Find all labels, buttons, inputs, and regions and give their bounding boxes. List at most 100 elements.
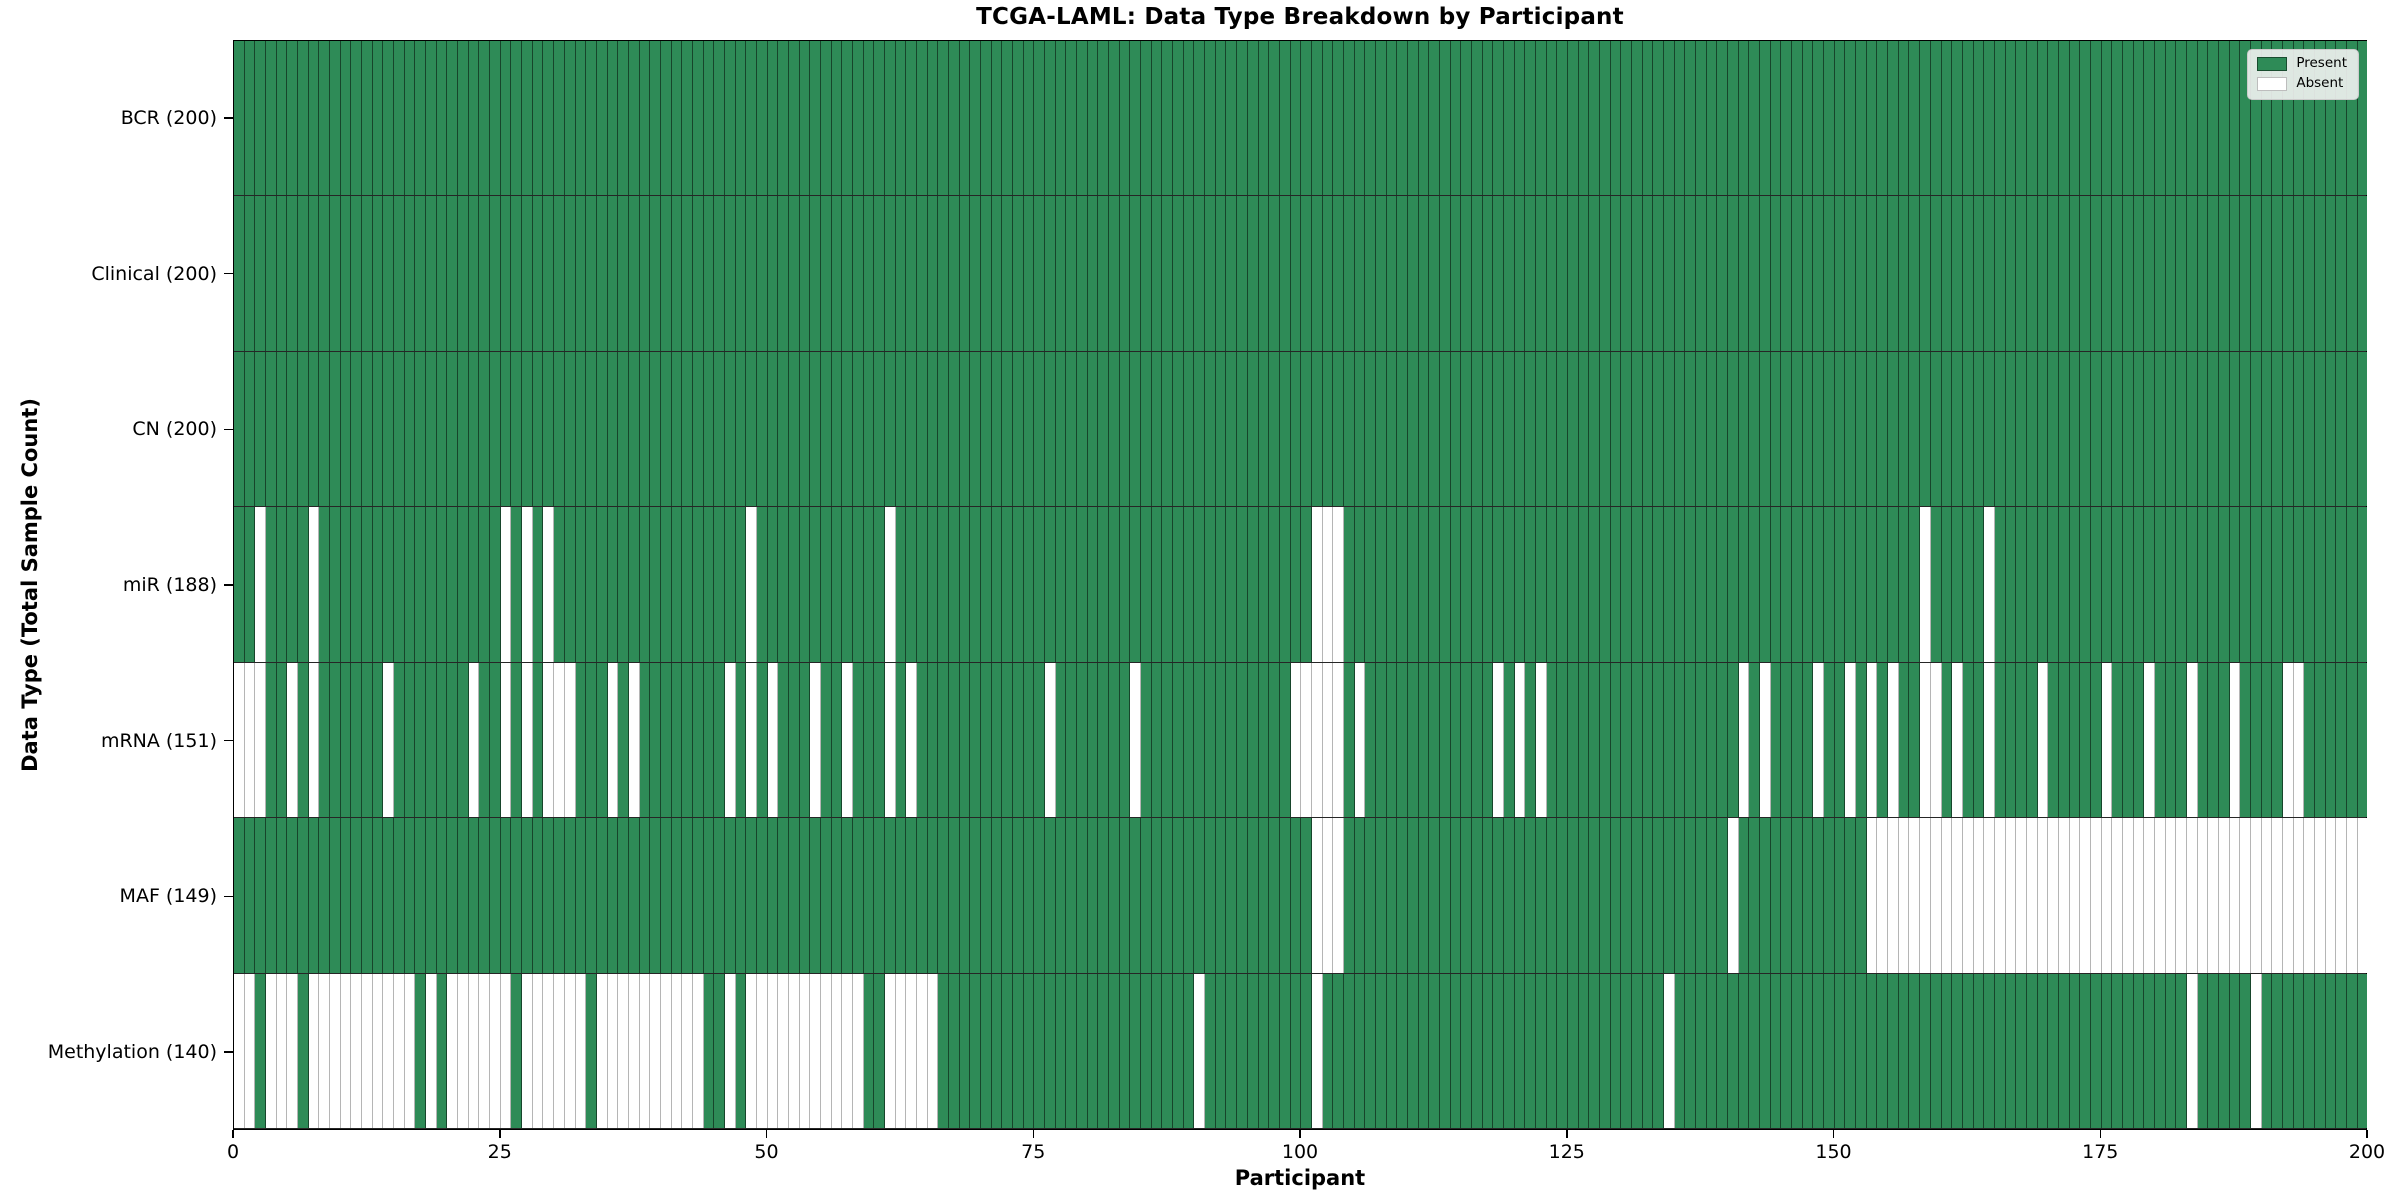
heatmap-cell <box>2347 196 2358 351</box>
heatmap-cell <box>1023 41 1035 196</box>
heatmap-cell <box>1994 351 2006 507</box>
heatmap-cell <box>1045 507 1056 662</box>
heatmap-cell <box>2347 818 2358 973</box>
heatmap-cell <box>2357 351 2368 507</box>
heatmap-cell <box>788 41 800 196</box>
heatmap-cell <box>660 196 672 351</box>
heatmap-cell <box>1503 818 1515 973</box>
heatmap-cell <box>2154 662 2166 818</box>
heatmap-cell <box>1802 507 1814 662</box>
heatmap-cell <box>1194 196 1206 351</box>
heatmap-cell <box>1642 818 1654 973</box>
heatmap-cell <box>1845 41 1857 196</box>
heatmap-cell <box>874 351 885 507</box>
heatmap-cell <box>756 41 768 196</box>
heatmap-cell <box>788 351 800 507</box>
heatmap-cell <box>810 351 821 507</box>
heatmap-cell <box>682 351 693 507</box>
heatmap-cell <box>1418 351 1430 507</box>
heatmap-cell <box>1738 507 1750 662</box>
y-tick-label-CN: CN (200) <box>132 418 217 441</box>
heatmap-cell <box>2026 507 2038 662</box>
heatmap-cell <box>1749 818 1761 973</box>
heatmap-cell <box>1194 818 1206 973</box>
heatmap-cell <box>1749 662 1761 818</box>
heatmap-cell <box>308 507 320 662</box>
heatmap-cell <box>1258 196 1270 351</box>
heatmap-cell <box>2218 662 2230 818</box>
heatmap-cell <box>2293 351 2305 507</box>
heatmap-cell <box>1045 662 1056 818</box>
heatmap-cell <box>1674 196 1686 351</box>
heatmap-cell <box>938 41 950 196</box>
heatmap-cell <box>1077 973 1088 1128</box>
heatmap-cell <box>2112 507 2123 662</box>
heatmap-cell <box>1162 196 1174 351</box>
heatmap-cell <box>1503 507 1515 662</box>
heatmap-cell <box>1215 351 1227 507</box>
heatmap-cell <box>1664 662 1675 818</box>
heatmap-cell <box>2250 196 2262 351</box>
heatmap-cell <box>1173 196 1184 351</box>
heatmap-cell <box>810 973 821 1128</box>
heatmap-cell <box>2037 351 2049 507</box>
heatmap-cell <box>1760 973 1771 1128</box>
heatmap-cell <box>2240 973 2251 1128</box>
heatmap-cell <box>991 196 1003 351</box>
heatmap-cell <box>404 662 416 818</box>
heatmap-cell <box>767 973 779 1128</box>
heatmap-cell <box>1471 196 1483 351</box>
heatmap-cell <box>852 973 864 1128</box>
heatmap-cell <box>1365 973 1376 1128</box>
heatmap-cell <box>1717 818 1729 973</box>
heatmap-cell <box>340 196 352 351</box>
heatmap-cell <box>2336 973 2348 1128</box>
heatmap-cell <box>500 196 512 351</box>
heatmap-cell <box>1834 41 1846 196</box>
heatmap-cell <box>917 973 928 1128</box>
heatmap-cell <box>1002 41 1014 196</box>
heatmap-cell <box>2261 196 2273 351</box>
heatmap-cell <box>1493 973 1504 1128</box>
heatmap-cell <box>820 507 832 662</box>
heatmap-cell <box>522 351 533 507</box>
heatmap-cell <box>1781 507 1793 662</box>
heatmap-cell <box>895 351 907 507</box>
heatmap-cell <box>2229 973 2241 1128</box>
heatmap-cell <box>1909 196 1921 351</box>
heatmap-cell <box>1023 507 1035 662</box>
heatmap-cell <box>1386 818 1398 973</box>
heatmap-cell <box>1973 818 1985 973</box>
heatmap-cell <box>1237 662 1248 818</box>
heatmap-cell <box>244 41 256 196</box>
heatmap-cell <box>650 973 661 1128</box>
heatmap-cell <box>1760 818 1771 973</box>
heatmap-cell <box>372 196 384 351</box>
heatmap-cell <box>735 973 747 1128</box>
heatmap-cell <box>2336 351 2348 507</box>
heatmap-cell <box>1301 662 1312 818</box>
heatmap-cell <box>1045 818 1056 973</box>
heatmap-cell <box>586 507 597 662</box>
heatmap-cell <box>394 351 405 507</box>
heatmap-cell <box>1898 973 1910 1128</box>
heatmap-cell <box>1845 818 1857 973</box>
heatmap-cell <box>714 818 725 973</box>
heatmap-cell <box>1984 973 1995 1128</box>
heatmap-cell <box>554 662 565 818</box>
heatmap-cell <box>1525 973 1536 1128</box>
heatmap-cell <box>1962 973 1974 1128</box>
heatmap-cell <box>2261 351 2273 507</box>
heatmap-cell <box>2101 351 2113 507</box>
heatmap-cell <box>2218 818 2230 973</box>
heatmap-cell <box>949 507 960 662</box>
heatmap-cell <box>1237 196 1248 351</box>
heatmap-cell <box>383 41 395 196</box>
heatmap-cell <box>639 818 651 973</box>
heatmap-cell <box>468 662 480 818</box>
heatmap-cell <box>468 41 480 196</box>
heatmap-cell <box>1973 662 1985 818</box>
heatmap-cell <box>2208 507 2219 662</box>
heatmap-cell <box>1322 41 1334 196</box>
heatmap-cell <box>1055 351 1067 507</box>
